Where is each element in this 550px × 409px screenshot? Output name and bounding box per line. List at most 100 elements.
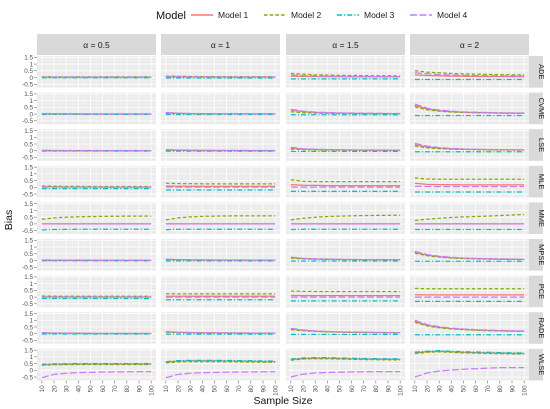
col-strip-label-3: α = 1.5 — [332, 40, 359, 50]
y-tick-label: 1 — [29, 318, 33, 325]
x-tick-label: 80 — [248, 385, 255, 393]
col-strip-2 — [161, 34, 280, 55]
x-tick-label: 20 — [300, 385, 307, 393]
panel-MPSE-1 — [37, 239, 156, 271]
series-line-4 — [414, 250, 525, 260]
x-tick-label: 90 — [136, 385, 143, 393]
row-strip-label-MME: MME — [537, 209, 546, 227]
x-tick-label: 20 — [424, 385, 431, 393]
y-tick-label: 0 — [29, 368, 33, 375]
x-tick-label: 30 — [312, 385, 319, 393]
legend-title: Model — [156, 10, 186, 22]
y-tick-label: 1 — [29, 244, 33, 251]
x-tick-label: 50 — [461, 385, 468, 393]
panel-MME-2 — [161, 202, 280, 234]
y-tick-label: -0.5 — [22, 338, 33, 345]
panel-ADE-3 — [286, 56, 405, 88]
x-tick-label: 50 — [212, 385, 219, 393]
x-tick-label: 100 — [521, 385, 528, 396]
series-line-4 — [165, 330, 276, 334]
series-line-3 — [165, 359, 276, 363]
x-axis: 10 20 30 40 50 60 70 80 90 100 10 20 30 40 50 60 70 80 90 1… — [39, 380, 528, 396]
series-line-2 — [290, 358, 401, 361]
y-tick-label: 1.5 — [24, 238, 33, 245]
x-tick-label: 100 — [148, 385, 155, 396]
panel-MLE-3 — [286, 165, 405, 198]
col-strip-label-1: α = 0.5 — [83, 40, 110, 50]
panel-MPSE-4 — [410, 239, 529, 271]
panel-CVME-4 — [410, 92, 529, 125]
y-tick-label: -0.5 — [22, 118, 33, 125]
x-tick-label: 50 — [337, 385, 344, 393]
y-tick-label: 1.5 — [24, 347, 33, 354]
panel-MPSE-3 — [286, 239, 405, 271]
panel-CVME-2 — [161, 92, 280, 125]
series-line-3 — [41, 228, 152, 231]
legend-label-1: Model 1 — [218, 10, 249, 20]
panel-MLE-1 — [37, 165, 156, 198]
row-strips: ADE CVME LSE MLE MME MPSE PCE RADE WLSE — [529, 56, 546, 381]
y-tick-label: 0 — [29, 331, 33, 338]
series-line-2 — [165, 361, 276, 364]
y-tick-label: -0.5 — [22, 265, 33, 272]
y-tick-label: 1.5 — [24, 311, 33, 318]
legend-label-2: Model 2 — [291, 10, 322, 20]
series-line-2 — [290, 329, 401, 334]
panel-ADE-4 — [410, 56, 529, 88]
row-strip-MLE — [529, 165, 543, 198]
row-strip-RADE — [529, 312, 543, 344]
x-tick-label: 90 — [260, 385, 267, 393]
legend-label-4: Model 4 — [437, 10, 468, 20]
col-strip-3 — [286, 34, 405, 55]
panel-CVME-1 — [37, 92, 156, 125]
series-line-2 — [41, 363, 152, 366]
x-tick-label: 60 — [100, 385, 107, 393]
series-line-2 — [41, 185, 152, 188]
y-tick-label: 0 — [29, 75, 33, 82]
x-tick-label: 20 — [51, 385, 58, 393]
col-strip-label-4: α = 2 — [460, 40, 480, 50]
y-tick-label: 0.5 — [24, 214, 33, 221]
y-tick-label: 1 — [29, 171, 33, 178]
panel-PCE-1 — [37, 275, 156, 308]
x-tick-label: 20 — [175, 385, 182, 393]
series-line-2 — [414, 213, 525, 222]
x-tick-label: 70 — [361, 385, 368, 393]
x-tick-label: 60 — [473, 385, 480, 393]
panel-WLSE-3 — [286, 348, 405, 381]
x-tick-label: 30 — [63, 385, 70, 393]
series-line-4 — [290, 327, 401, 334]
y-tick-label: 1.5 — [24, 201, 33, 208]
y-tick-label: 1.5 — [24, 274, 33, 281]
panel-PCE-3 — [286, 275, 405, 308]
row-strip-PCE — [529, 275, 543, 308]
x-tick-label: 90 — [509, 385, 516, 393]
panels — [37, 56, 529, 381]
x-tick-label: 40 — [449, 385, 456, 393]
series-line-3 — [414, 350, 525, 354]
series-line-2 — [165, 112, 276, 115]
y-tick-label: -0.5 — [22, 82, 33, 89]
x-tick-label: 60 — [224, 385, 231, 393]
series-line-2 — [165, 215, 276, 221]
series-line-2 — [414, 70, 525, 76]
series-line-3 — [290, 357, 401, 360]
y-tick-label: 1 — [29, 281, 33, 288]
panel-RADE-1 — [37, 312, 156, 344]
panel-LSE-1 — [37, 129, 156, 161]
panel-RADE-2 — [161, 312, 280, 344]
y-tick-label: 0 — [29, 221, 33, 228]
series-line-2 — [414, 351, 525, 355]
y-tick-label: 1 — [29, 354, 33, 361]
x-tick-label: 70 — [112, 385, 119, 393]
series-line-2 — [414, 177, 525, 180]
series-line-4 — [290, 371, 401, 378]
x-tick-label: 40 — [76, 385, 83, 393]
y-tick-label: 0 — [29, 258, 33, 265]
col-strip-label-2: α = 1 — [211, 40, 231, 50]
series-line-2 — [290, 72, 401, 77]
y-tick-label: -0.5 — [22, 228, 33, 235]
series-line-4 — [165, 258, 276, 261]
x-tick-label: 80 — [124, 385, 131, 393]
